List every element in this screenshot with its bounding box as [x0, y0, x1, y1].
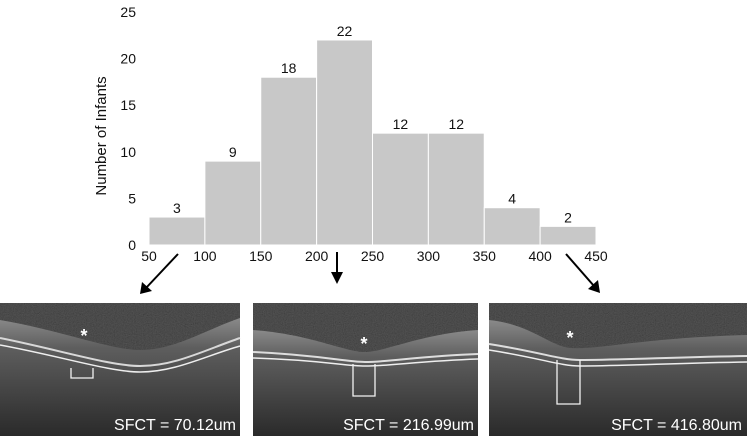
x-tick-label: 50	[141, 248, 157, 264]
oct-retina-3	[489, 320, 747, 436]
bar-value-label: 4	[508, 191, 516, 207]
bar	[483, 207, 541, 246]
arrow-left-head	[140, 282, 152, 294]
bar-value-label: 22	[337, 23, 353, 39]
arrow-middle-head	[331, 272, 343, 284]
bar-value-label: 3	[173, 200, 181, 216]
bar-value-label: 12	[449, 116, 465, 132]
bar-value-labels: 3 9 18 22 12 12 4 2	[173, 23, 572, 225]
oct-label-2: SFCT = 216.99um	[343, 417, 474, 434]
x-tick-label: 450	[584, 248, 608, 264]
bar-value-label: 18	[281, 60, 297, 76]
oct-marker-2: *	[360, 334, 367, 354]
x-tick-label: 200	[305, 248, 329, 264]
y-tick-labels: 0 5 10 15 20 25	[120, 4, 136, 253]
y-tick-label: 10	[120, 144, 136, 160]
bar	[539, 225, 597, 246]
histogram: Number of Infants 0 5 10 15 20 25 3 9 18 22 12 12 4…	[93, 4, 608, 264]
oct-choroid-bracket-1	[70, 368, 94, 379]
y-tick-label: 15	[120, 97, 136, 113]
y-tick-label: 20	[120, 51, 136, 67]
x-tick-label: 350	[473, 248, 497, 264]
oct-label-1: SFCT = 70.12um	[114, 417, 236, 434]
x-tick-label: 150	[249, 248, 273, 264]
x-tick-label: 250	[361, 248, 385, 264]
oct-choroid-bracket-3	[556, 360, 581, 405]
bar	[427, 132, 485, 246]
x-tick-labels: 50 100 150 200 250 300 350 400 450	[141, 248, 608, 264]
x-tick-label: 400	[528, 248, 552, 264]
bar	[260, 76, 318, 246]
bar	[316, 39, 373, 246]
bar-value-label: 9	[229, 144, 237, 160]
oct-panel-1: * SFCT = 70.12um	[0, 303, 241, 436]
oct-panel-3: * SFCT = 416.80um	[488, 303, 747, 436]
oct-label-3: SFCT = 416.80um	[611, 417, 742, 434]
y-tick-label: 5	[128, 190, 136, 206]
y-tick-label: 0	[128, 237, 136, 253]
oct-retina-1	[0, 318, 240, 436]
bar-value-label: 12	[393, 116, 409, 132]
x-tick-label: 100	[193, 248, 217, 264]
y-tick-label: 25	[120, 4, 136, 20]
oct-marker-1: *	[80, 326, 87, 346]
x-tick-label: 300	[417, 248, 441, 264]
bar	[148, 216, 206, 246]
oct-marker-3: *	[566, 328, 573, 348]
oct-choroid-bracket-2	[352, 364, 376, 397]
oct-panel-2: * SFCT = 216.99um	[252, 303, 479, 436]
bars	[148, 39, 597, 246]
bar	[204, 160, 262, 246]
arrow-right-head	[588, 280, 600, 293]
arrows	[140, 252, 600, 294]
bar	[372, 132, 429, 246]
arrow-left	[145, 253, 179, 289]
y-axis-label: Number of Infants	[93, 76, 110, 195]
bar-value-label: 2	[564, 209, 572, 225]
arrow-right	[565, 253, 595, 287]
